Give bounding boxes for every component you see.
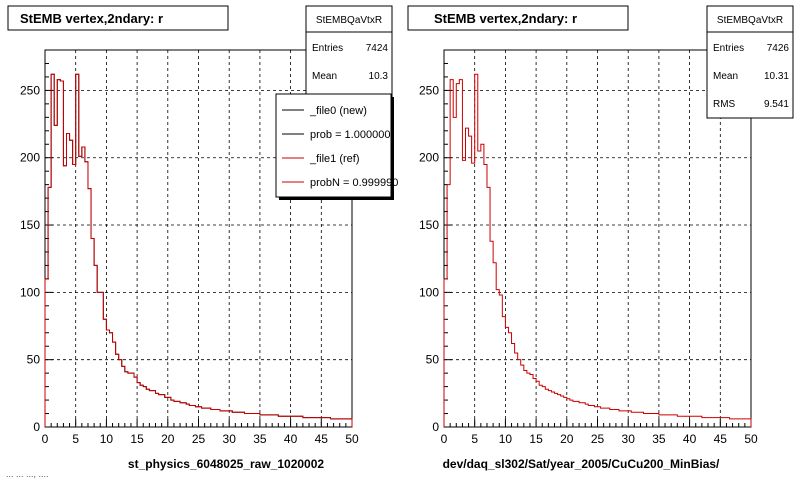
right-stats-rms-label: RMS <box>713 99 736 110</box>
legend-label-file0: _file0 (new) <box>309 105 367 117</box>
right-series <box>443 73 752 427</box>
right-x-tick-label: 45 <box>714 432 728 446</box>
left-x-axis-title: st_physics_6048025_raw_1020002 <box>128 457 324 471</box>
legend-box <box>275 93 392 198</box>
legend-label-prob: prob = 1.000000 <box>310 129 390 141</box>
right-x-tick-label: 10 <box>499 432 513 446</box>
right-y-tick-label: 250 <box>419 83 439 97</box>
left-stats-mean-label: Mean <box>312 71 337 82</box>
legend-label-file1: _file1 (ref) <box>309 153 360 165</box>
right-x-tick-label: 35 <box>652 432 666 446</box>
left-stats-entries-value: 7424 <box>366 43 389 54</box>
right-y-tick-label: 150 <box>419 218 439 232</box>
left-x-tick-label: 40 <box>284 432 298 446</box>
right-x-tick-label: 30 <box>622 432 636 446</box>
right-y-tick-label: 200 <box>419 151 439 165</box>
left-y-tick-label: 100 <box>20 285 40 299</box>
right-stats-mean-label: Mean <box>713 71 738 82</box>
left-title-box <box>7 5 229 31</box>
left-y-tick-label: 0 <box>33 420 40 434</box>
right-y-tick-label: 50 <box>426 353 440 367</box>
left-x-tick-label: 0 <box>42 432 49 446</box>
right-stats-entries-value: 7426 <box>767 43 790 54</box>
right-x-tick-label: 15 <box>529 432 543 446</box>
right-x-tick-label: 0 <box>441 432 448 446</box>
left-ticks: 0 5 10 15 20 25 30 35 40 45 50 0 50 100 150 200 250 <box>20 49 359 446</box>
left-x-tick-label: 45 <box>315 432 329 446</box>
left-series-1-line <box>44 73 353 427</box>
left-y-tick-label: 50 <box>27 353 41 367</box>
right-title-box <box>407 5 629 31</box>
right-stats-name: StEMBQaVtxR <box>717 15 783 26</box>
left-chart-title: StEMB vertex,2ndary: r <box>20 11 163 26</box>
right-y-tick-label: 100 <box>419 285 439 299</box>
left-x-tick-label: 10 <box>100 432 114 446</box>
right-stats-mean-value: 10.31 <box>764 71 789 82</box>
right-stats-rms-value: 9.541 <box>764 99 789 110</box>
left-y-tick-label: 250 <box>20 83 40 97</box>
right-x-tick-label: 25 <box>591 432 605 446</box>
left-y-tick-label: 200 <box>20 151 40 165</box>
right-x-axis-title: dev/daq_sl302/Sat/year_2005/CuCu200_MinB… <box>443 457 720 471</box>
right-x-tick-label: 50 <box>744 432 758 446</box>
left-x-tick-label: 15 <box>130 432 144 446</box>
right-y-tick-label: 0 <box>432 420 439 434</box>
left-x-tick-label: 25 <box>192 432 206 446</box>
footer-text: ... ... ..., .... <box>6 469 49 479</box>
right-x-tick-label: 40 <box>683 432 697 446</box>
right-chart-title: StEMB vertex,2ndary: r <box>434 11 577 26</box>
left-stats-name: StEMBQaVtxR <box>316 15 382 26</box>
left-stats-entries-label: Entries <box>312 43 343 54</box>
right-x-tick-label: 20 <box>560 432 574 446</box>
left-series <box>44 73 353 427</box>
left-x-tick-label: 20 <box>161 432 175 446</box>
left-x-tick-label: 50 <box>345 432 359 446</box>
left-legend: _file0 (new) prob = 1.000000 _file1 (ref… <box>275 93 398 200</box>
right-stats-box <box>706 5 794 119</box>
left-y-tick-label: 150 <box>20 218 40 232</box>
legend-label-probn: probN = 0.999990 <box>310 177 398 189</box>
right-stats-entries-label: Entries <box>713 43 744 54</box>
right-panel: 0 5 10 15 20 25 30 35 40 45 50 0 50 100 150 200 250 dev/… <box>407 5 794 471</box>
left-x-tick-label: 5 <box>72 432 79 446</box>
right-series-0-line <box>443 73 752 427</box>
left-x-tick-label: 30 <box>223 432 237 446</box>
right-x-tick-label: 5 <box>471 432 478 446</box>
left-stats-mean-value: 10.3 <box>369 71 389 82</box>
left-x-tick-label: 35 <box>253 432 267 446</box>
left-panel: 0 5 10 15 20 25 30 35 40 45 50 0 50 100 150 200 250 st_p… <box>7 5 398 471</box>
